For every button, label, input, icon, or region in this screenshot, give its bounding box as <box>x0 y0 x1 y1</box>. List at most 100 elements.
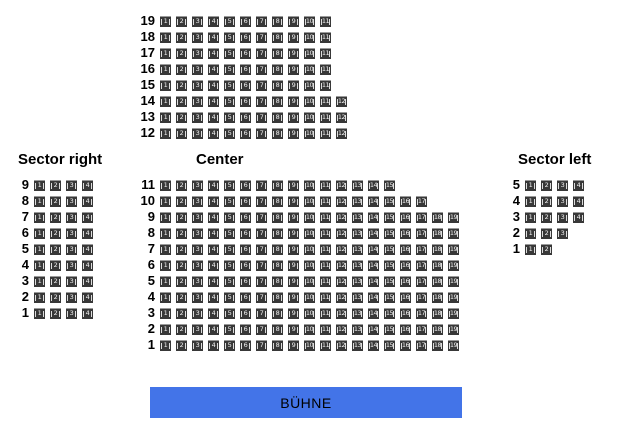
seat-icon[interactable]: 4 <box>208 211 219 223</box>
seat-icon[interactable]: 3 <box>66 195 77 207</box>
seat-icon[interactable]: 3 <box>192 15 203 27</box>
seat-icon[interactable]: 7 <box>256 31 267 43</box>
seat-icon[interactable]: 1 <box>525 179 536 191</box>
seat-icon[interactable]: 2 <box>50 211 61 223</box>
seat-icon[interactable]: 10 <box>304 195 315 207</box>
seat-icon[interactable]: 2 <box>50 195 61 207</box>
seat-icon[interactable]: 1 <box>525 195 536 207</box>
seat-icon[interactable]: 7 <box>256 339 267 351</box>
seat-icon[interactable]: 5 <box>224 63 235 75</box>
seat-icon[interactable]: 17 <box>416 259 427 271</box>
seat-icon[interactable]: 7 <box>256 179 267 191</box>
seat-icon[interactable]: 1 <box>160 307 171 319</box>
seat-icon[interactable]: 1 <box>34 243 45 255</box>
seat-icon[interactable]: 11 <box>320 195 331 207</box>
seat-icon[interactable]: 1 <box>525 211 536 223</box>
seat-icon[interactable]: 5 <box>224 79 235 91</box>
seat-icon[interactable]: 4 <box>82 243 93 255</box>
seat-icon[interactable]: 13 <box>352 259 363 271</box>
seat-icon[interactable]: 6 <box>240 243 251 255</box>
seat-icon[interactable]: 14 <box>368 227 379 239</box>
seat-icon[interactable]: 4 <box>208 79 219 91</box>
seat-icon[interactable]: 1 <box>160 15 171 27</box>
seat-icon[interactable]: 1 <box>34 291 45 303</box>
seat-icon[interactable]: 3 <box>557 211 568 223</box>
seat-icon[interactable]: 7 <box>256 47 267 59</box>
seat-icon[interactable]: 3 <box>66 259 77 271</box>
seat-icon[interactable]: 4 <box>82 291 93 303</box>
seat-icon[interactable]: 5 <box>224 307 235 319</box>
seat-icon[interactable]: 4 <box>208 95 219 107</box>
seat-icon[interactable]: 14 <box>368 291 379 303</box>
seat-icon[interactable]: 15 <box>384 179 395 191</box>
seat-icon[interactable]: 11 <box>320 111 331 123</box>
seat-icon[interactable]: 10 <box>304 95 315 107</box>
seat-icon[interactable]: 6 <box>240 111 251 123</box>
seat-icon[interactable]: 19 <box>448 275 459 287</box>
seat-icon[interactable]: 12 <box>336 211 347 223</box>
seat-icon[interactable]: 4 <box>82 275 93 287</box>
seat-icon[interactable]: 9 <box>288 275 299 287</box>
seat-icon[interactable]: 1 <box>160 63 171 75</box>
seat-icon[interactable]: 2 <box>176 275 187 287</box>
seat-icon[interactable]: 19 <box>448 307 459 319</box>
seat-icon[interactable]: 16 <box>400 227 411 239</box>
seat-icon[interactable]: 13 <box>352 307 363 319</box>
seat-icon[interactable]: 14 <box>368 275 379 287</box>
seat-icon[interactable]: 12 <box>336 127 347 139</box>
seat-icon[interactable]: 5 <box>224 323 235 335</box>
seat-icon[interactable]: 2 <box>176 95 187 107</box>
seat-icon[interactable]: 1 <box>34 195 45 207</box>
seat-icon[interactable]: 2 <box>541 211 552 223</box>
seat-icon[interactable]: 11 <box>320 95 331 107</box>
seat-icon[interactable]: 16 <box>400 323 411 335</box>
seat-icon[interactable]: 11 <box>320 127 331 139</box>
seat-icon[interactable]: 5 <box>224 259 235 271</box>
seat-icon[interactable]: 9 <box>288 15 299 27</box>
seat-icon[interactable]: 17 <box>416 307 427 319</box>
seat-icon[interactable]: 2 <box>541 179 552 191</box>
seat-icon[interactable]: 3 <box>192 95 203 107</box>
seat-icon[interactable]: 15 <box>384 227 395 239</box>
seat-icon[interactable]: 6 <box>240 275 251 287</box>
seat-icon[interactable]: 1 <box>160 95 171 107</box>
seat-icon[interactable]: 14 <box>368 259 379 271</box>
seat-icon[interactable]: 6 <box>240 291 251 303</box>
seat-icon[interactable]: 2 <box>176 307 187 319</box>
seat-icon[interactable]: 6 <box>240 63 251 75</box>
seat-icon[interactable]: 5 <box>224 195 235 207</box>
seat-icon[interactable]: 2 <box>176 291 187 303</box>
seat-icon[interactable]: 6 <box>240 211 251 223</box>
seat-icon[interactable]: 2 <box>50 243 61 255</box>
seat-icon[interactable]: 1 <box>160 47 171 59</box>
seat-icon[interactable]: 4 <box>82 179 93 191</box>
seat-icon[interactable]: 8 <box>272 15 283 27</box>
seat-icon[interactable]: 3 <box>192 47 203 59</box>
seat-icon[interactable]: 8 <box>272 275 283 287</box>
seat-icon[interactable]: 4 <box>208 323 219 335</box>
seat-icon[interactable]: 1 <box>160 211 171 223</box>
seat-icon[interactable]: 16 <box>400 195 411 207</box>
seat-icon[interactable]: 12 <box>336 195 347 207</box>
seat-icon[interactable]: 4 <box>208 291 219 303</box>
seat-icon[interactable]: 6 <box>240 95 251 107</box>
seat-icon[interactable]: 2 <box>50 275 61 287</box>
seat-icon[interactable]: 4 <box>573 179 584 191</box>
seat-icon[interactable]: 14 <box>368 211 379 223</box>
seat-icon[interactable]: 7 <box>256 275 267 287</box>
seat-icon[interactable]: 18 <box>432 227 443 239</box>
seat-icon[interactable]: 5 <box>224 127 235 139</box>
seat-icon[interactable]: 9 <box>288 31 299 43</box>
seat-icon[interactable]: 6 <box>240 307 251 319</box>
seat-icon[interactable]: 4 <box>208 259 219 271</box>
seat-icon[interactable]: 5 <box>224 179 235 191</box>
seat-icon[interactable]: 2 <box>50 259 61 271</box>
seat-icon[interactable]: 7 <box>256 95 267 107</box>
seat-icon[interactable]: 2 <box>176 15 187 27</box>
seat-icon[interactable]: 12 <box>336 227 347 239</box>
seat-icon[interactable]: 2 <box>176 111 187 123</box>
seat-icon[interactable]: 1 <box>525 227 536 239</box>
seat-icon[interactable]: 9 <box>288 243 299 255</box>
seat-icon[interactable]: 8 <box>272 63 283 75</box>
seat-icon[interactable]: 3 <box>192 323 203 335</box>
